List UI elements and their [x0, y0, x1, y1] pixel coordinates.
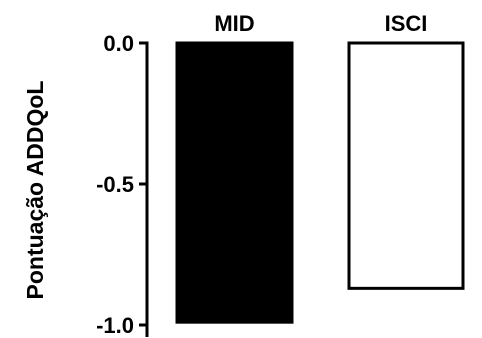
y-axis-label: Pontuação ADDQoL	[22, 81, 48, 300]
category-labels: MID ISCI	[214, 11, 427, 36]
category-label-isci: ISCI	[385, 11, 428, 36]
y-tick-label: 0.0	[103, 31, 134, 56]
bars	[175, 41, 465, 324]
bar-isci	[347, 41, 465, 290]
y-axis: 0.0 -0.5 -1.0	[96, 31, 149, 338]
y-tick-label: -0.5	[96, 172, 134, 197]
y-tick-label: -1.0	[96, 313, 134, 338]
bar-mid	[175, 41, 294, 324]
category-label-mid: MID	[214, 11, 254, 36]
